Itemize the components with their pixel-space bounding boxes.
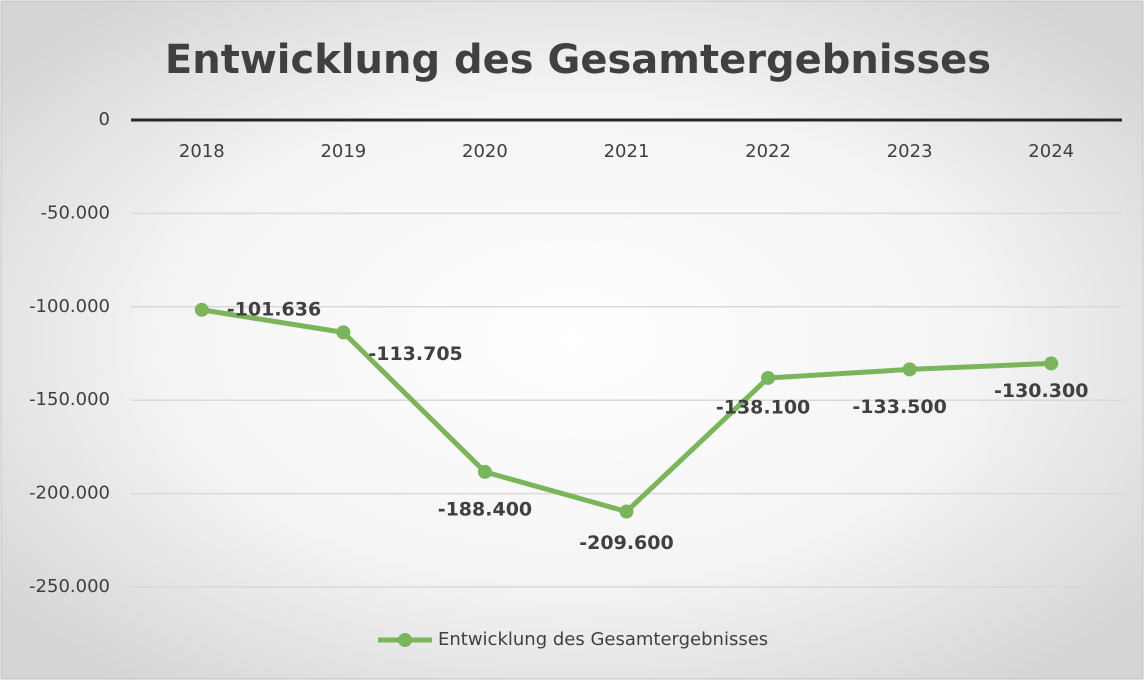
x-tick-label: 2021 — [604, 141, 650, 162]
point — [902, 362, 917, 377]
y-tick-label: -150.000 — [29, 389, 110, 410]
point — [619, 504, 634, 519]
data-label: -113.705 — [368, 343, 462, 365]
x-tick-label: 2023 — [887, 141, 933, 162]
x-tick-label: 2018 — [179, 141, 225, 162]
legend-marker — [398, 633, 412, 647]
x-tick-label: 2019 — [320, 141, 366, 162]
point — [761, 370, 776, 385]
point — [336, 325, 351, 340]
point — [477, 464, 492, 479]
x-tick-label: 2024 — [1028, 141, 1074, 162]
y-tick-label: -100.000 — [29, 296, 110, 317]
data-label: -130.300 — [994, 380, 1088, 402]
data-label: -138.100 — [716, 396, 810, 418]
x-tick-label: 2020 — [462, 141, 508, 162]
y-tick-label: 0 — [99, 109, 110, 130]
y-tick-label: -200.000 — [29, 483, 110, 504]
data-label: -209.600 — [579, 532, 673, 554]
legend-label: Entwicklung des Gesamtergebnisses — [438, 629, 768, 650]
x-tick-label: 2022 — [745, 141, 791, 162]
y-tick-label: -50.000 — [41, 202, 110, 223]
chart-title: Entwicklung des Gesamtergebnisses — [165, 37, 991, 83]
point — [1044, 356, 1059, 371]
y-tick-label: -250.000 — [29, 576, 110, 597]
data-label: -188.400 — [438, 498, 532, 520]
point — [194, 302, 209, 317]
data-label: -133.500 — [852, 396, 946, 418]
data-label: -101.636 — [227, 298, 321, 320]
